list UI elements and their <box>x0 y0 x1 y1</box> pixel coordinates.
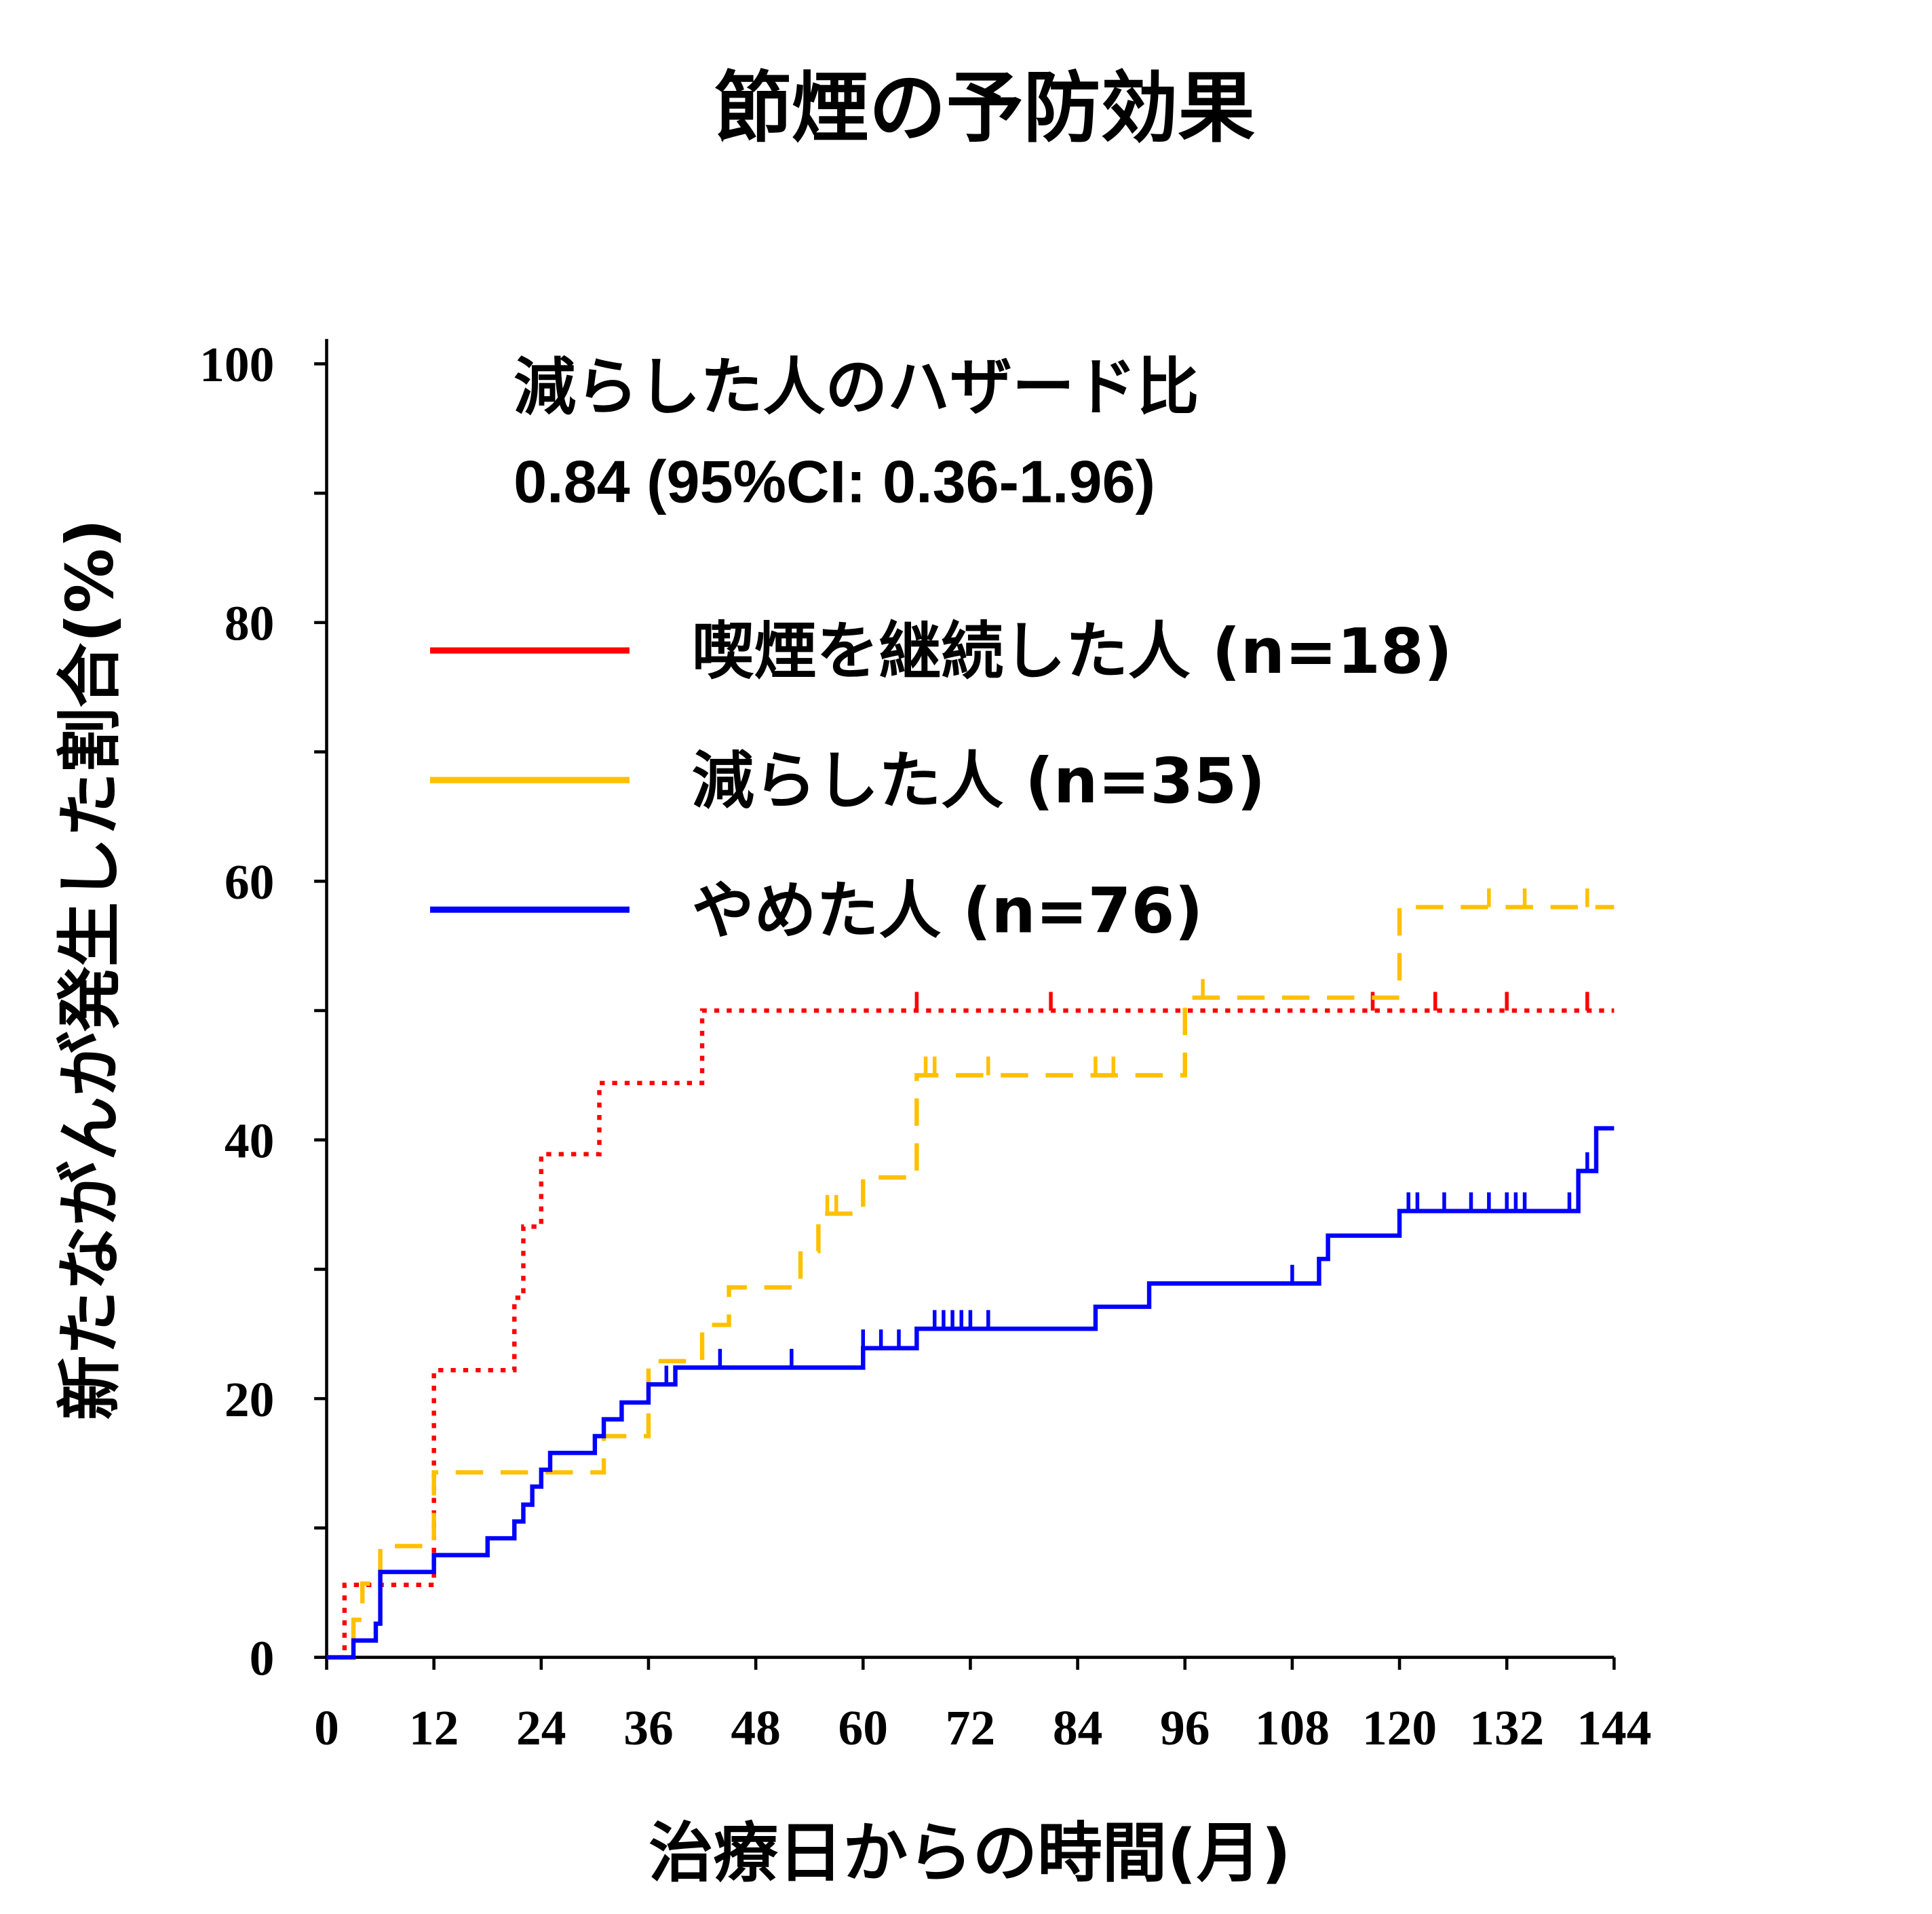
series-line-0 <box>326 1008 1615 1660</box>
x-tick-label: 0 <box>314 1700 339 1755</box>
axes: 0 20 40 60 80 100 0 12 24 36 48 60 72 84 96 108 120 132 14… <box>199 337 1651 1755</box>
x-tick-label: 12 <box>409 1700 459 1755</box>
y-tick-label: 100 <box>199 337 274 392</box>
x-tick-label: 96 <box>1160 1700 1210 1755</box>
x-tick-label: 144 <box>1577 1700 1651 1755</box>
x-tick-label: 24 <box>516 1700 566 1755</box>
legend-label-0: 喫煙を継続した人 (n=18) <box>692 615 1452 688</box>
legend: 喫煙を継続した人 (n=18) 減らした人 (n=35) やめた人 (n=76) <box>429 615 1452 947</box>
y-axis-label: 新たながんが発生した割合(%) <box>52 519 128 1420</box>
series-group <box>326 888 1615 1660</box>
x-tick-label: 72 <box>946 1700 995 1755</box>
chart-title: 節煙の予防効果 <box>714 62 1255 153</box>
x-tick-label: 36 <box>623 1700 673 1755</box>
x-tick-label: 132 <box>1469 1700 1544 1755</box>
series-line-1 <box>326 905 1615 1660</box>
x-tick-label: 108 <box>1255 1700 1330 1755</box>
legend-label-2: やめた人 (n=76) <box>692 874 1203 947</box>
y-tick-label: 0 <box>250 1630 275 1685</box>
x-tick-label: 84 <box>1053 1700 1102 1755</box>
annotation-line2: 0.84 (95%CI: 0.36-1.96) <box>514 448 1155 515</box>
x-tick-label: 120 <box>1362 1700 1437 1755</box>
x-tick-label: 60 <box>838 1700 888 1755</box>
series-line-2 <box>326 1126 1615 1660</box>
y-tick-label: 60 <box>225 855 274 910</box>
x-axis-label: 治療日からの時間(月) <box>649 1815 1291 1891</box>
y-tick-label: 80 <box>225 596 274 651</box>
annotation-line1: 減らした人のハザード比 <box>514 351 1199 424</box>
y-tick-label: 20 <box>225 1372 274 1427</box>
y-tick-label: 40 <box>225 1113 274 1168</box>
x-tick-label: 48 <box>731 1700 780 1755</box>
legend-label-1: 減らした人 (n=35) <box>692 745 1265 817</box>
